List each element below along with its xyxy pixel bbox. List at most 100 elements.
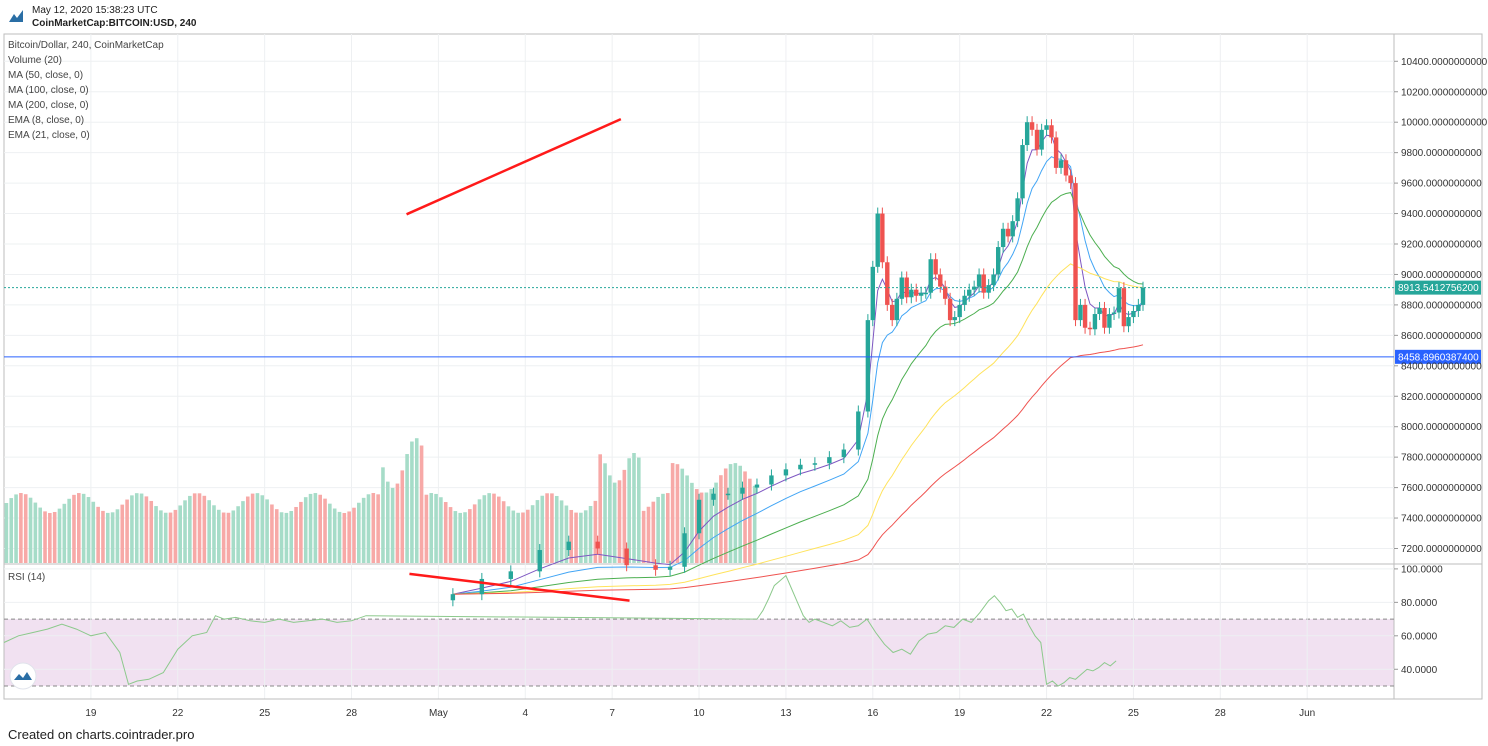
candle-body	[1005, 228, 1011, 237]
candle-body	[976, 274, 982, 287]
symbol-label: CoinMarketCap:BITCOIN:USD, 240	[32, 18, 197, 29]
volume-bar	[637, 457, 641, 563]
candle-body	[947, 298, 953, 321]
volume-bar	[525, 509, 530, 563]
candle-body	[986, 285, 991, 293]
price-tick-label: 9600.0000000000	[1401, 179, 1482, 190]
candle-body	[909, 289, 914, 298]
volume-bar	[588, 505, 593, 563]
candle-body	[1102, 307, 1107, 328]
volume-bar	[468, 509, 472, 563]
price-tick-label: 7600.0000000000	[1401, 483, 1482, 494]
volume-bar	[680, 468, 685, 563]
volume-bar	[714, 482, 718, 563]
volume-bar	[405, 454, 409, 563]
volume-bar	[419, 445, 424, 563]
volume-bar	[91, 501, 96, 563]
volume-bar	[217, 509, 221, 563]
volume-bar	[81, 493, 86, 563]
volume-bar	[23, 494, 28, 563]
volume-bar	[294, 506, 298, 563]
time-tick-label: 19	[954, 708, 966, 719]
volume-bar	[323, 498, 327, 563]
candle-body	[918, 292, 924, 296]
volume-bar	[617, 480, 622, 563]
candle-body	[962, 295, 967, 305]
volume-bar	[357, 502, 361, 563]
time-tick-label: May	[429, 708, 448, 719]
volume-bar	[43, 511, 47, 563]
volume-bar	[381, 467, 385, 563]
volume-bar	[105, 512, 110, 563]
price-tick-label: 9000.0000000000	[1401, 270, 1482, 281]
volume-bar	[110, 512, 115, 563]
volume-bar	[313, 493, 318, 563]
candle-body	[1078, 304, 1083, 321]
volume-bar	[299, 501, 303, 563]
candle-body	[952, 317, 957, 321]
price-tick-label: 10000.0000000000	[1401, 118, 1488, 129]
candle-body	[991, 274, 996, 286]
candle-body	[1131, 310, 1136, 318]
legend-ema21: EMA (21, close, 0)	[8, 130, 90, 141]
volume-bar	[550, 493, 554, 563]
tradingview-logo-icon	[9, 10, 23, 22]
volume-bar	[96, 506, 100, 563]
volume-bar	[48, 512, 52, 563]
volume-bar	[284, 512, 289, 563]
volume-bar	[641, 510, 646, 563]
candle-body	[566, 541, 571, 551]
time-tick-label: 25	[259, 708, 271, 719]
volume-bar	[173, 509, 178, 563]
volume-bar	[443, 502, 448, 563]
candle-body	[890, 304, 895, 321]
legend: Bitcoin/Dollar, 240, CoinMarketCap Volum…	[8, 40, 164, 583]
volume-bar	[690, 482, 694, 563]
time-tick-label: Jun	[1299, 708, 1315, 719]
volume-bar	[482, 495, 487, 563]
volume-bar	[709, 488, 714, 563]
volume-bar	[704, 492, 709, 563]
volume-bar	[694, 489, 699, 563]
volume-bar	[303, 497, 308, 563]
chart-header: May 12, 2020 15:38:23 UTC CoinMarketCap:…	[0, 0, 1488, 34]
candle-body	[914, 289, 919, 296]
volume-bar	[646, 506, 651, 563]
time-tick-label: 13	[780, 708, 792, 719]
volume-bar	[385, 481, 390, 563]
volume-bar	[501, 501, 506, 563]
volume-bar	[178, 505, 182, 563]
price-tick-label: 8200.0000000000	[1401, 392, 1482, 403]
candle-body	[1116, 288, 1122, 313]
chart-background	[3, 33, 1483, 700]
volume-bar	[574, 512, 578, 563]
volume-bar	[274, 509, 279, 563]
volume-bar	[33, 502, 38, 563]
volume-bar	[318, 494, 322, 563]
footer-credit: Created on charts.cointrader.pro	[8, 727, 195, 742]
volume-bar	[163, 512, 168, 563]
candle-body	[957, 304, 962, 318]
volume-bar	[361, 497, 366, 563]
volume-bar	[390, 487, 395, 563]
volume-bar	[429, 493, 434, 563]
volume-bar	[458, 512, 462, 563]
volume-bar	[342, 512, 347, 563]
time-tick-label: 25	[1128, 708, 1140, 719]
time-tick-label: 22	[172, 708, 184, 719]
volume-bar	[4, 503, 9, 563]
volume-bar	[376, 494, 380, 563]
candle-body	[1063, 160, 1069, 176]
current-price-label: 8913.5412756200	[1398, 283, 1479, 294]
price-tick-label: 8400.0000000000	[1401, 361, 1482, 372]
volume-bar	[448, 507, 453, 563]
candle-body	[1136, 304, 1141, 311]
time-tick-label: 16	[867, 708, 879, 719]
volume-bar	[410, 441, 414, 563]
volume-bar	[463, 512, 467, 563]
candle-body	[798, 464, 803, 470]
volume-bar	[308, 493, 313, 563]
legend-ma100: MA (100, close, 0)	[8, 85, 89, 96]
candle-body	[856, 411, 861, 450]
